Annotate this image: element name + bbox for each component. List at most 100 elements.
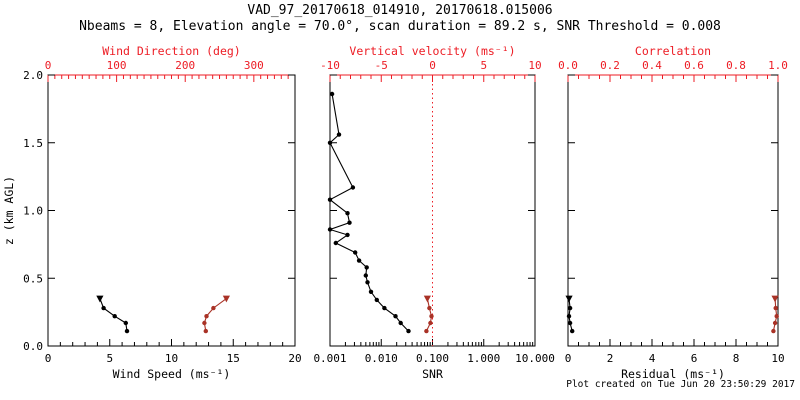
data-point: [570, 328, 575, 334]
bottom-axis-title: SNR: [422, 367, 443, 381]
tick-label: 0.001: [313, 352, 346, 365]
data-point: [406, 328, 411, 334]
data-point: [393, 314, 398, 319]
panel-frame: [47, 74, 296, 347]
data-point: [567, 320, 573, 326]
tick-label: 100: [107, 59, 127, 72]
data-point: [327, 227, 333, 232]
data-point: [350, 185, 356, 190]
data-point: [363, 273, 368, 278]
data-point: [427, 305, 432, 311]
top-gate-marker: [423, 295, 431, 303]
data-point: [566, 314, 572, 319]
series-wind-speed: [96, 295, 130, 334]
data-point: [345, 211, 350, 216]
data-point: [424, 328, 429, 334]
y-axis-title: z (km AGL): [2, 176, 16, 245]
data-point: [124, 328, 130, 334]
plot-subtitle: Nbeams = 8, Elevation angle = 70.0°, sca…: [79, 19, 721, 34]
bottom-axis: 0.001 0.010 0.100 1.000 10.000 SNR: [313, 339, 555, 381]
top-gate-marker: [222, 295, 230, 303]
tick-label: 15: [227, 352, 240, 365]
top-axis-title: Vertical velocity (ms⁻¹): [349, 44, 515, 58]
tick-label: 0: [429, 59, 436, 72]
top-gate-marker: [96, 295, 104, 303]
series-wind-direction: [202, 295, 230, 334]
top-axis-title: Wind Direction (deg): [102, 44, 240, 58]
tick-label: 10: [771, 352, 784, 365]
data-point: [364, 265, 369, 270]
tick-label: 0.0: [23, 340, 43, 353]
top-gate-marker: [565, 295, 573, 303]
tick-label: 200: [175, 59, 195, 72]
plot-title: VAD_97_20170618_014910, 20170618.015006: [247, 3, 553, 18]
data-point: [345, 232, 350, 238]
data-point: [368, 289, 374, 294]
tick-label: 0.2: [600, 59, 620, 72]
data-point: [365, 280, 370, 285]
series-line: [328, 93, 409, 332]
tick-label: 0.6: [684, 59, 704, 72]
bottom-axis-title: Residual (ms⁻¹): [621, 367, 725, 381]
top-axis-title: Correlation: [635, 44, 711, 58]
tick-label: 10.000: [515, 352, 555, 365]
y-axis: [330, 74, 535, 347]
data-point: [336, 132, 342, 137]
series-snr: [327, 91, 411, 334]
data-point: [429, 314, 434, 319]
top-axis: 0.0 0.2 0.4 0.6 0.8 1.0 Correlation: [558, 44, 788, 82]
tick-label: 4: [649, 352, 656, 365]
series-correlation: [771, 295, 779, 334]
tick-label: 0: [45, 352, 52, 365]
data-point: [773, 305, 778, 311]
data-point: [567, 305, 573, 311]
data-point: [202, 320, 207, 326]
data-point: [123, 320, 128, 326]
panel-snr-vertical-velocity: 0.001 0.010 0.100 1.000 10.000 SNR -10 -5 0 5 10 Ve…: [313, 44, 554, 381]
bottom-axis: 0 2 4 6 8 10 Residual (ms⁻¹): [565, 339, 785, 381]
tick-label: 10: [165, 352, 178, 365]
data-point: [428, 320, 433, 326]
tick-label: 8: [733, 352, 740, 365]
series-vertical-velocity: [423, 295, 434, 334]
data-point: [398, 320, 403, 326]
data-point: [112, 314, 117, 319]
data-point: [353, 250, 358, 255]
panel-frame: [567, 74, 779, 347]
data-point: [204, 314, 209, 319]
tick-label: 0.0: [558, 59, 578, 72]
data-point: [771, 328, 776, 334]
data-point: [329, 91, 335, 97]
data-point: [333, 240, 338, 246]
data-point: [211, 305, 216, 311]
tick-label: 1.0: [23, 205, 43, 218]
data-point: [374, 297, 379, 303]
tick-label: 300: [244, 59, 264, 72]
tick-label: 0.8: [726, 59, 746, 72]
data-point: [356, 258, 362, 263]
tick-label: 5: [480, 59, 487, 72]
tick-label: 10: [528, 59, 541, 72]
tick-label: 1.5: [23, 137, 43, 150]
tick-label: 1.000: [467, 352, 500, 365]
bottom-axis-title: Wind Speed (ms⁻¹): [113, 367, 231, 381]
bottom-axis: 0 5 10 15 20 Wind Speed (ms⁻¹): [45, 339, 302, 381]
tick-label: 0.4: [642, 59, 662, 72]
y-axis: [568, 74, 778, 347]
panel-wind: 0 5 10 15 20 Wind Speed (ms⁻¹) 0 100 200 300 Wind …: [2, 44, 302, 381]
tick-label: 0: [45, 59, 52, 72]
top-axis: 0 100 200 300 Wind Direction (deg): [45, 44, 295, 82]
data-point: [203, 328, 208, 334]
tick-label: -5: [375, 59, 388, 72]
data-point: [772, 320, 778, 326]
tick-label: 20: [288, 352, 301, 365]
tick-label: 6: [691, 352, 698, 365]
y-axis: 0.0 0.5 1.0 1.5 2.0 z (km AGL): [2, 69, 295, 353]
tick-label: 0.100: [416, 352, 449, 365]
data-point: [774, 314, 779, 319]
data-point: [101, 305, 106, 311]
top-gate-marker: [771, 295, 779, 303]
tick-label: 2.0: [23, 69, 43, 82]
series-residual: [565, 295, 575, 334]
